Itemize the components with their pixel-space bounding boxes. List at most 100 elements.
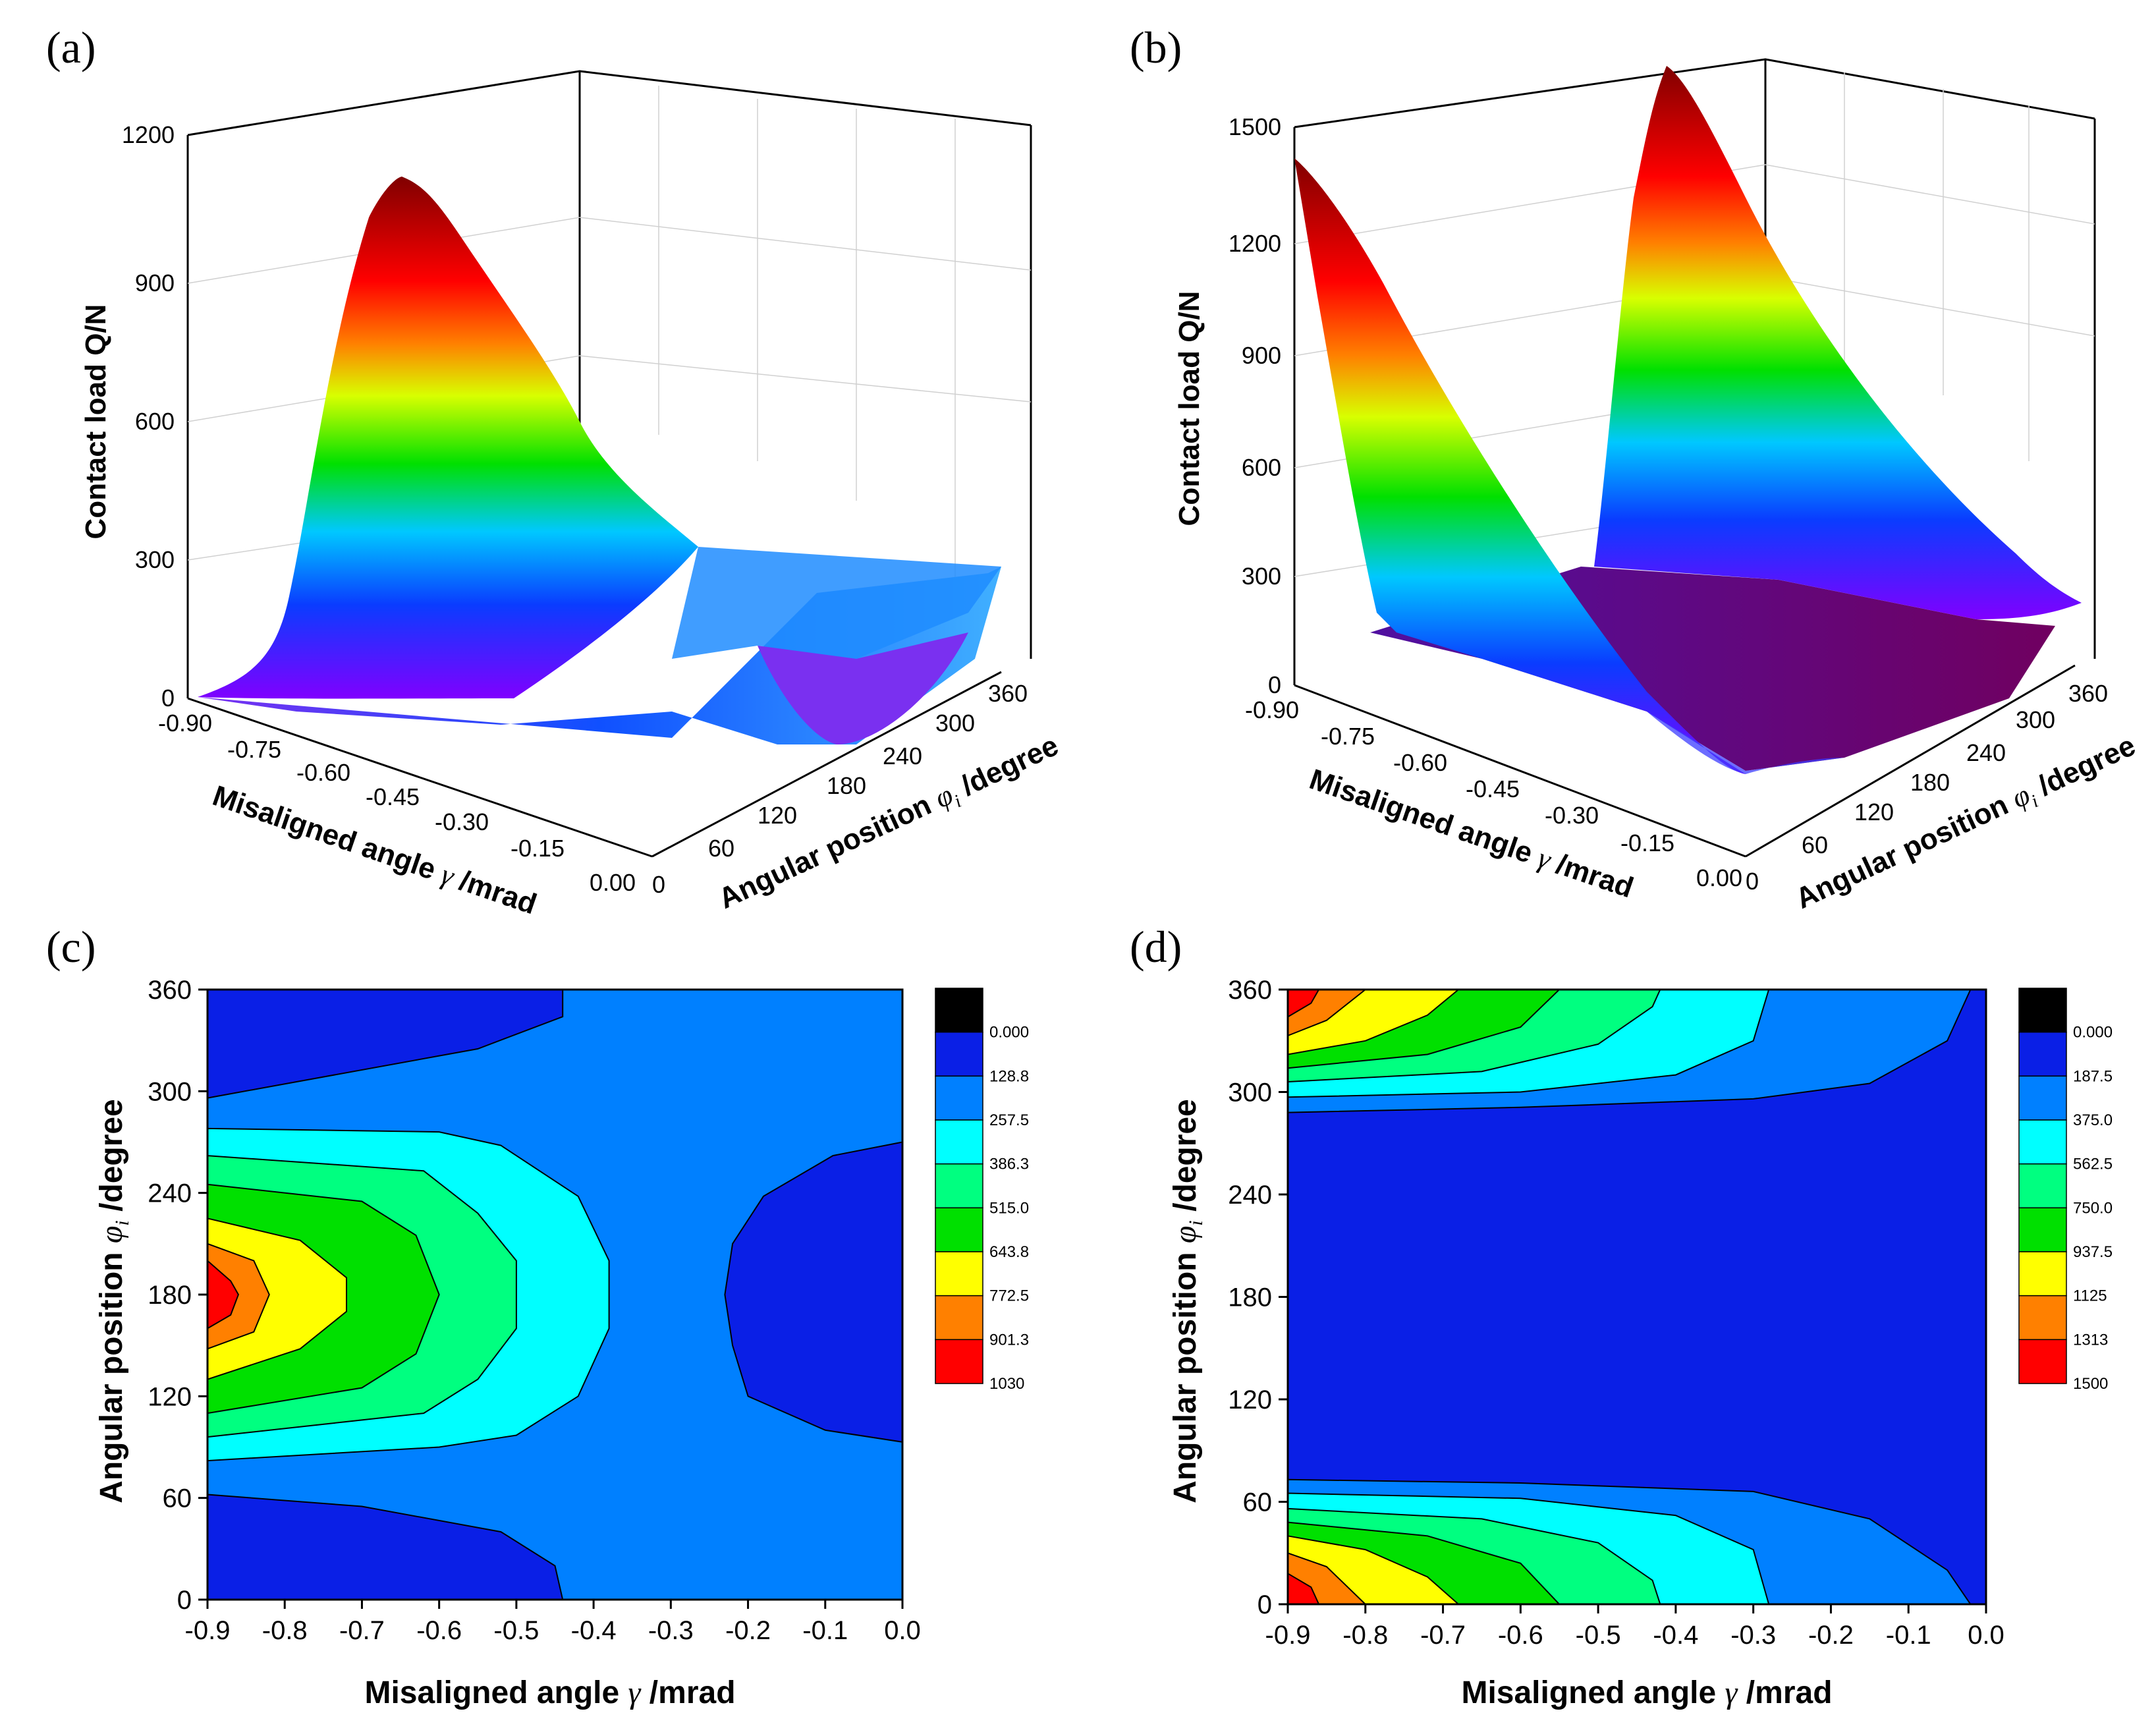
panel-d-y-tick-0: 0 <box>1258 1590 1272 1619</box>
panel-c-legend-swatch-8 <box>935 1339 983 1384</box>
panel-a-x-tick-1: -0.75 <box>227 736 281 763</box>
panel-d-legend: 0.000 187.5 375.0 562.5 750.0 937.5 1125 1313 15… <box>2018 988 2113 1393</box>
panel-a-x-tick-6: 0.00 <box>590 869 636 896</box>
panel-c-legend-label-7: 901.3 <box>989 1331 1029 1349</box>
panel-d-legend-label-1: 187.5 <box>2073 1067 2113 1085</box>
panel-d-legend-swatch-0 <box>2018 988 2067 1033</box>
panel-b-z-tick-5: 1500 <box>1229 113 1281 140</box>
panel-a-y-tick-0: 0 <box>652 871 665 898</box>
panel-b-x-tick-3: -0.45 <box>1466 775 1520 802</box>
panel-b-z-tick-0: 0 <box>1268 671 1281 698</box>
panel-b-box <box>1293 58 2096 858</box>
panel-c-x-axis-label: Misaligned angle γ /mrad <box>364 1675 735 1710</box>
panel-b-x-tick-2: -0.60 <box>1393 749 1447 776</box>
panel-a-y-tick-6: 360 <box>988 680 1028 707</box>
panel-d-legend-swatch-4 <box>2018 1163 2067 1209</box>
panel-d-legend-swatch-5 <box>2018 1207 2067 1252</box>
panel-b-z-ticks: 0 300 600 900 1200 1500 <box>1229 113 1281 698</box>
panel-a-y-ticks: 0 60 120 180 240 300 360 <box>652 680 1028 898</box>
panel-d: (d) -0.9 -0.8 -0.7 -0.6 -0.5 -0.4 -0.3 -0.2 -0.1… <box>1130 922 2113 1710</box>
panel-c-legend-swatch-1 <box>935 1031 983 1077</box>
panel-c: (c) -0.9 -0.8 -0.7 -0.6 -0.5 -0.4 -0.3 -0.2 -0.1… <box>46 922 1029 1710</box>
panel-c-x-tick-2: -0.7 <box>339 1616 385 1645</box>
panel-b-surface <box>1294 66 2082 774</box>
panel-c-y-tick-1: 60 <box>163 1484 192 1513</box>
panel-a-y-tick-4: 240 <box>883 742 922 770</box>
panel-c-legend-label-4: 515.0 <box>989 1199 1029 1217</box>
panel-c-legend-swatch-2 <box>935 1075 983 1121</box>
panel-b-z-tick-1: 300 <box>1242 563 1281 590</box>
panel-a-z-tick-2: 600 <box>135 408 175 435</box>
panel-d-x-tick-3: -0.6 <box>1498 1621 1543 1650</box>
panel-b-x-tick-4: -0.30 <box>1545 802 1599 829</box>
panel-a-x-tick-3: -0.45 <box>366 783 420 810</box>
panel-d-y-tick-6: 360 <box>1228 976 1272 1005</box>
panel-c-legend-label-8: 1030 <box>989 1375 1024 1393</box>
panel-b-z-axis-label: Contact load Q/N <box>1173 291 1205 526</box>
panel-d-legend-swatch-1 <box>2018 1031 2067 1077</box>
panel-c-region-2 <box>724 1141 903 1443</box>
panel-d-y-tick-2: 120 <box>1228 1386 1272 1414</box>
panel-c-x-tick-9: 0.0 <box>884 1616 921 1645</box>
panel-b-y-tick-6: 360 <box>2068 680 2108 707</box>
panel-d-legend-label-0: 0.000 <box>2073 1024 2113 1042</box>
panel-b-x-tick-6: 0.00 <box>1696 864 1742 891</box>
panel-c-legend-label-0: 0.000 <box>989 1024 1029 1042</box>
panel-d-y-tick-3: 180 <box>1228 1283 1272 1312</box>
panel-d-legend-label-8: 1500 <box>2073 1375 2108 1393</box>
panel-c-x-tick-8: -0.1 <box>802 1616 848 1645</box>
panel-c-y-axis-label: Angular position φi /degree <box>94 1099 133 1503</box>
panel-b-surface-wall-back <box>1594 66 2082 619</box>
panel-d-x-tick-6: -0.3 <box>1730 1621 1776 1650</box>
panel-c-y-tick-3: 180 <box>148 1281 192 1310</box>
panel-c-legend-swatch-3 <box>935 1119 983 1165</box>
panel-d-x-tick-1: -0.8 <box>1342 1621 1388 1650</box>
panel-d-legend-swatch-8 <box>2018 1339 2067 1384</box>
panel-d-x-tick-7: -0.2 <box>1808 1621 1854 1650</box>
panel-b-surface-wall-left <box>1294 158 1746 774</box>
panel-d-y-tick-1: 60 <box>1243 1488 1273 1517</box>
panel-c-legend-swatch-5 <box>935 1207 983 1252</box>
panel-d-x-axis-label: Misaligned angle γ /mrad <box>1461 1675 1832 1710</box>
panel-d-legend-label-7: 1313 <box>2073 1331 2108 1349</box>
panel-c-y-tick-4: 240 <box>148 1179 192 1208</box>
panel-a-x-tick-5: -0.15 <box>511 835 565 862</box>
panel-b-z-tick-4: 1200 <box>1229 230 1281 257</box>
panel-a-box <box>186 70 1032 858</box>
panel-b-x-ticks: -0.90 -0.75 -0.60 -0.45 -0.30 -0.15 0.00 <box>1245 696 1742 891</box>
panel-a-y-tick-5: 300 <box>935 710 975 737</box>
panel-b-y-tick-1: 60 <box>1802 831 1828 858</box>
panel-b-x-tick-0: -0.90 <box>1245 696 1299 723</box>
panel-c-legend-label-5: 643.8 <box>989 1243 1029 1261</box>
panel-d-x-tick-8: -0.1 <box>1886 1621 1931 1650</box>
panel-d-label: (d) <box>1130 922 1182 972</box>
panel-c-x-tick-1: -0.8 <box>262 1616 308 1645</box>
panel-b-x-tick-5: -0.15 <box>1620 829 1674 856</box>
panel-b-y-tick-2: 120 <box>1854 798 1894 826</box>
panel-d-legend-swatch-2 <box>2018 1075 2067 1121</box>
panel-c-legend-swatch-0 <box>935 988 983 1033</box>
panel-a-y-tick-3: 180 <box>827 772 866 799</box>
panel-a-z-tick-4: 1200 <box>122 121 175 148</box>
panel-c-y-tick-6: 360 <box>148 976 192 1005</box>
panel-d-x-tick-5: -0.4 <box>1653 1621 1698 1650</box>
panel-a-label: (a) <box>46 22 96 72</box>
panel-a-z-tick-3: 900 <box>135 269 175 296</box>
panel-b-z-tick-3: 900 <box>1242 342 1281 369</box>
panel-d-y-axis-label: Angular position φi /degree <box>1168 1099 1207 1503</box>
panel-b-z-tick-2: 600 <box>1242 454 1281 481</box>
panel-b-y-tick-0: 0 <box>1746 868 1759 895</box>
panel-c-legend-label-6: 772.5 <box>989 1287 1029 1305</box>
panel-c-x-tick-3: -0.6 <box>416 1616 462 1645</box>
panel-c-legend-label-2: 257.5 <box>989 1111 1029 1129</box>
panel-b: (b) 0 300 600 <box>1130 22 2140 915</box>
panel-a: (a) 0 300 600 <box>46 22 1063 920</box>
panel-d-legend-label-6: 1125 <box>2073 1287 2107 1305</box>
panel-c-y-tick-2: 120 <box>148 1382 192 1411</box>
panel-d-legend-swatch-3 <box>2018 1119 2067 1165</box>
panel-c-x-tick-6: -0.3 <box>648 1616 694 1645</box>
panel-b-y-tick-3: 180 <box>1910 769 1950 796</box>
panel-d-legend-label-2: 375.0 <box>2073 1111 2113 1129</box>
panel-d-x-tick-2: -0.7 <box>1420 1621 1466 1650</box>
